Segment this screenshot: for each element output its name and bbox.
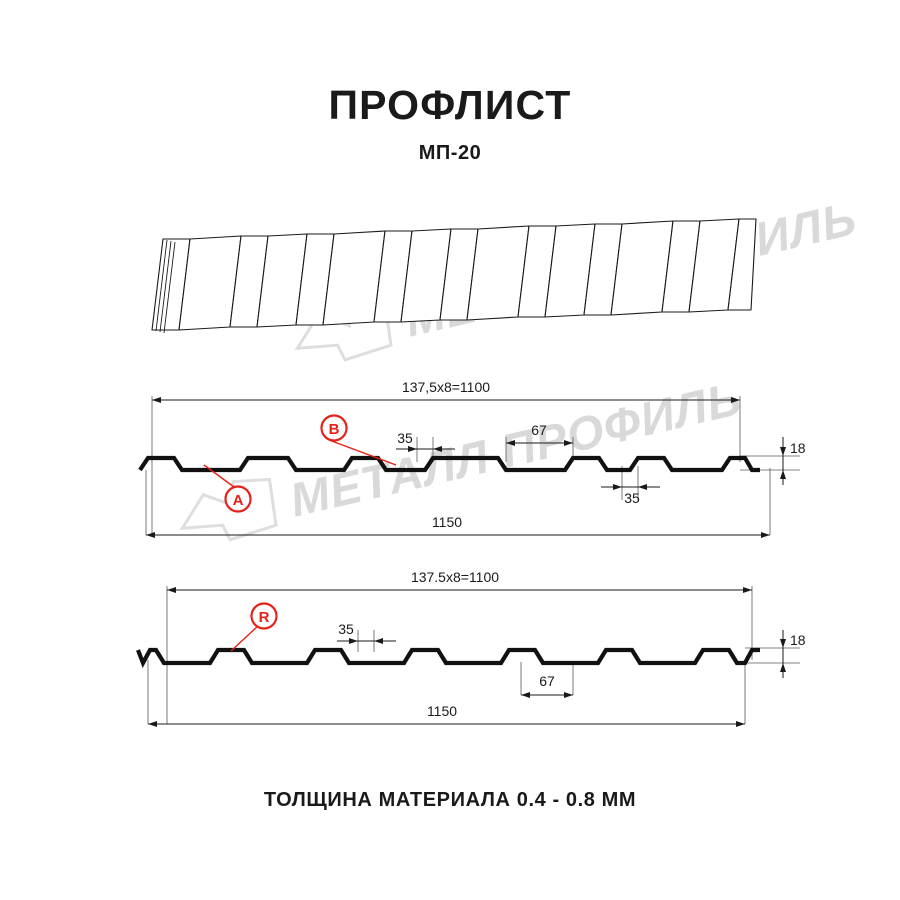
arrow-head	[743, 587, 752, 593]
arrow-head	[349, 638, 358, 644]
dimension-overall-modules-bottom: 137.5x8=1100	[167, 569, 752, 593]
dimension-rib-top: 67	[506, 422, 573, 446]
dim-text-overall-modules: 137,5x8=1100	[402, 379, 490, 395]
dimension-total-width-bottom: 1150	[148, 703, 745, 727]
arrow-head	[148, 721, 157, 727]
arrow-head	[731, 397, 740, 403]
leader-line	[328, 439, 397, 466]
leader-line	[203, 464, 235, 488]
profile-outline-bottom	[136, 647, 760, 669]
arrow-head	[780, 663, 786, 672]
dimension-total-width-top: 1150	[146, 514, 770, 538]
callout-label-b: B	[329, 421, 340, 438]
callout-circle	[224, 485, 252, 513]
dim-text-total-width-b: 1150	[427, 703, 457, 719]
title-block: ПРОФЛИСТ МП-20	[0, 82, 900, 165]
callout-circle	[250, 602, 278, 630]
arrow-head	[761, 532, 770, 538]
callout-r: R	[230, 602, 278, 652]
leader-line	[230, 624, 260, 652]
arrow-head	[780, 447, 786, 456]
dim-text-rib-flat-left: 35	[397, 430, 413, 446]
profile-outline-top	[138, 455, 760, 473]
arrow-head	[146, 532, 155, 538]
callout-label-r: R	[259, 609, 270, 626]
arrow-head	[613, 484, 622, 490]
isometric-sheet-view	[151, 218, 757, 334]
dim-text-rib-top: 67	[531, 422, 547, 438]
arrow-head	[736, 721, 745, 727]
arrow-head	[506, 440, 515, 446]
dim-text-rib-bottom: 67	[539, 673, 555, 689]
arrow-head	[152, 397, 161, 403]
arrow-head	[780, 470, 786, 479]
dim-text-rib-flat-right: 35	[624, 490, 640, 506]
arrow-head	[638, 484, 647, 490]
callout-a: A	[203, 464, 252, 513]
dim-text-height-b: 18	[790, 632, 806, 648]
callout-b: B	[0, 0, 397, 466]
section-view-top: 137,5x8=1100 1150 35 67	[0, 0, 806, 538]
extension-lines-top	[145, 396, 800, 535]
arrow-head	[167, 587, 176, 593]
watermark-logo-icon-2	[179, 477, 278, 542]
material-thickness-note: ТОЛЩИНА МАТЕРИАЛА 0.4 - 0.8 ММ	[263, 789, 637, 811]
arrow-head	[374, 638, 383, 644]
dim-text-rib-flat-left-b: 35	[338, 621, 354, 637]
dim-text-height: 18	[790, 440, 806, 456]
dimension-rib-bottom: 67	[521, 673, 573, 698]
arrow-head	[433, 446, 442, 452]
dimension-overall-modules-top: 137,5x8=1100	[152, 379, 740, 403]
flute-end-web	[727, 218, 757, 311]
dimension-height-top: 18	[780, 437, 806, 485]
section-view-bottom: 137.5x8=1100 1150 35 67	[136, 569, 806, 727]
arrow-head	[408, 446, 417, 452]
arrow-head	[521, 692, 530, 698]
dimension-height-bottom: 18	[780, 630, 806, 678]
dim-text-total-width: 1150	[432, 514, 462, 530]
dimension-rib-flat-left-top: 35	[396, 430, 455, 452]
arrow-head	[780, 639, 786, 648]
corrugation-cells	[151, 218, 757, 334]
callout-label-a: A	[233, 492, 244, 509]
edge-hatch	[155, 239, 176, 334]
arrow-head	[564, 692, 573, 698]
arrow-head	[564, 440, 573, 446]
callout-circle	[320, 414, 348, 442]
dimension-rib-flat-left-bottom: 35	[337, 621, 396, 644]
page-title: ПРОФЛИСТ	[328, 82, 572, 128]
leader-spacer	[0, 0, 330, 440]
dim-text-overall-modules-b: 137.5x8=1100	[411, 569, 499, 585]
dimension-rib-flat-right-top: 35	[601, 484, 660, 506]
page-subtitle: МП-20	[418, 142, 482, 164]
